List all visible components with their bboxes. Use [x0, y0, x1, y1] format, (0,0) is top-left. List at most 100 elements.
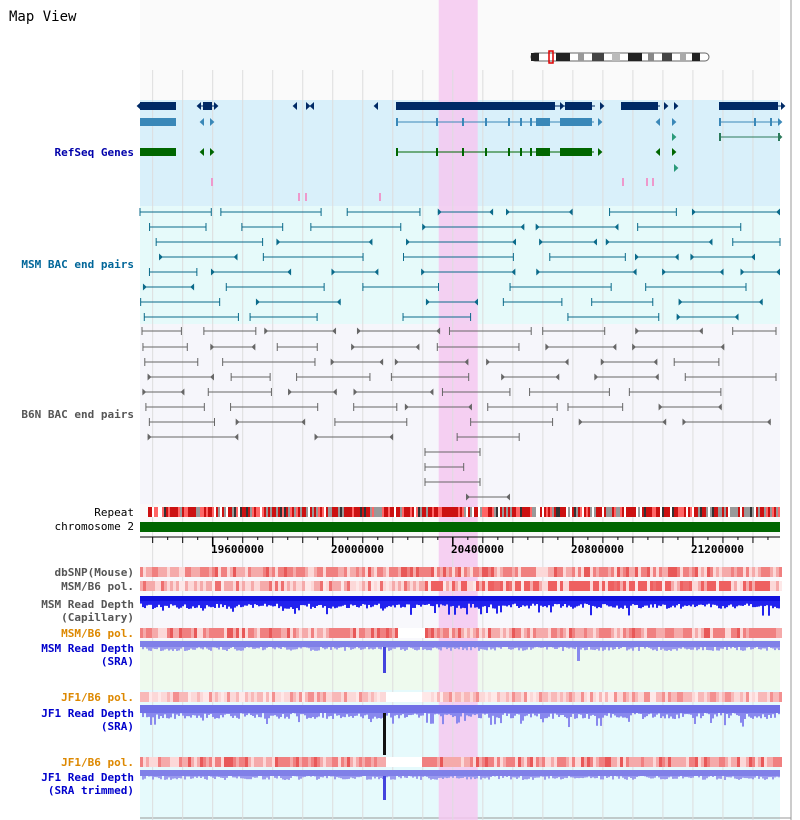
depth-bar	[626, 770, 628, 780]
depth-bar	[588, 705, 590, 719]
b6n-bac-track[interactable]	[140, 324, 780, 504]
ideogram-position-marker	[548, 50, 554, 64]
depth-bar	[434, 597, 436, 614]
depth-bar	[344, 770, 346, 780]
repeat-block	[450, 507, 452, 517]
depth-bar	[520, 770, 522, 777]
msm-b6-pol-label[interactable]: MSM/B6 pol.	[61, 580, 134, 593]
pol-cell	[302, 757, 305, 767]
repeat-block	[646, 507, 648, 517]
depth-bar	[418, 705, 420, 718]
repeat-block	[158, 507, 160, 517]
pol-cell	[419, 581, 422, 591]
depth-bar	[506, 705, 508, 716]
pol-cell	[257, 757, 260, 767]
depth-bar	[336, 770, 338, 778]
msm-bac-track[interactable]	[140, 206, 780, 324]
depth-bar	[424, 705, 426, 713]
depth-bar	[484, 641, 486, 650]
depth-bar	[654, 597, 656, 605]
depth-bar	[764, 641, 766, 649]
depth-bar	[502, 597, 504, 606]
depth-bar	[610, 641, 612, 648]
pol-cell	[293, 757, 296, 767]
depth-bar	[684, 705, 686, 715]
depth-bar	[350, 641, 352, 650]
dbsnp-label[interactable]: dbSNP(Mouse)	[54, 566, 134, 579]
depth-bar	[284, 641, 286, 648]
pol-cell	[200, 628, 203, 638]
pol-cell	[323, 581, 326, 591]
repeat-block	[276, 507, 278, 517]
jf1-read-depth-trim-label[interactable]: JF1 Read Depth	[41, 771, 134, 784]
depth-bar	[502, 705, 504, 715]
pol-cell	[290, 757, 293, 767]
pol-cell	[509, 757, 512, 767]
pol-cell	[713, 757, 716, 767]
pol-cell	[560, 567, 563, 577]
pol-cell	[644, 692, 647, 702]
depth-bar	[460, 641, 462, 647]
depth-bar	[542, 641, 544, 648]
position-axis[interactable]	[140, 535, 780, 560]
depth-bar	[290, 705, 292, 715]
depth-bar	[724, 641, 726, 648]
depth-bar	[640, 641, 642, 647]
pol-cell	[770, 692, 773, 702]
msm-read-depth-sra-label[interactable]: MSM Read Depth	[41, 642, 134, 655]
depth-bar	[606, 597, 608, 606]
jf1-b6-pol-label[interactable]: JF1/B6 pol.	[61, 691, 134, 704]
depth-bar	[536, 641, 538, 647]
depth-bar	[770, 705, 772, 718]
depth-bar	[216, 597, 218, 604]
depth-bar	[534, 705, 536, 716]
depth-bar	[162, 705, 164, 719]
pol-cell	[572, 628, 575, 638]
jf1-b6-pol-trim-label[interactable]: JF1/B6 pol.	[61, 756, 134, 769]
depth-bar	[460, 705, 462, 717]
depth-bar	[330, 705, 332, 716]
pol-cell	[542, 581, 545, 591]
pol-cell	[488, 581, 491, 591]
pol-cell	[614, 581, 617, 591]
depth-bar	[180, 641, 182, 649]
pol-cell	[371, 692, 374, 702]
refseq-genes-track[interactable]	[140, 100, 780, 206]
pol-cell	[251, 628, 254, 638]
msm-read-depth-label[interactable]: MSM Read Depth	[41, 598, 134, 611]
pol-cell	[536, 581, 539, 591]
repeat-block	[160, 507, 162, 517]
depth-bar	[322, 641, 324, 649]
pol-cell	[776, 628, 779, 638]
depth-bar	[282, 641, 284, 647]
depth-bar	[422, 641, 424, 650]
repeat-block	[256, 507, 258, 517]
depth-bar	[572, 597, 574, 609]
depth-bar	[480, 705, 482, 719]
depth-bar	[242, 770, 244, 779]
depth-bar	[682, 770, 684, 779]
pol-cell	[164, 567, 167, 577]
repeat-block	[152, 507, 154, 517]
repeat-block	[668, 507, 670, 517]
refseq-genes-label[interactable]: RefSeq Genes	[54, 146, 134, 159]
depth-bar	[762, 770, 764, 779]
b6n-bac-label[interactable]: B6N BAC end pairs	[21, 408, 134, 421]
depth-bar	[240, 641, 242, 651]
msm-bac-label[interactable]: MSM BAC end pairs	[21, 258, 134, 271]
pol-cell	[185, 757, 188, 767]
pol-cell	[569, 692, 572, 702]
pol-cell	[185, 692, 188, 702]
depth-bar	[740, 641, 742, 651]
depth-bar	[268, 641, 270, 647]
msm-b6-pol-sra-label[interactable]: MSM/B6 pol.	[61, 627, 134, 640]
depth-bar	[278, 597, 280, 609]
pol-cell	[392, 628, 395, 638]
pol-cell	[695, 581, 698, 591]
depth-bar	[430, 597, 432, 606]
jf1-read-depth-label[interactable]: JF1 Read Depth	[41, 707, 134, 720]
depth-bar	[172, 597, 174, 606]
pol-cell	[641, 757, 644, 767]
depth-bar	[220, 770, 222, 778]
repeat-block	[532, 507, 534, 517]
